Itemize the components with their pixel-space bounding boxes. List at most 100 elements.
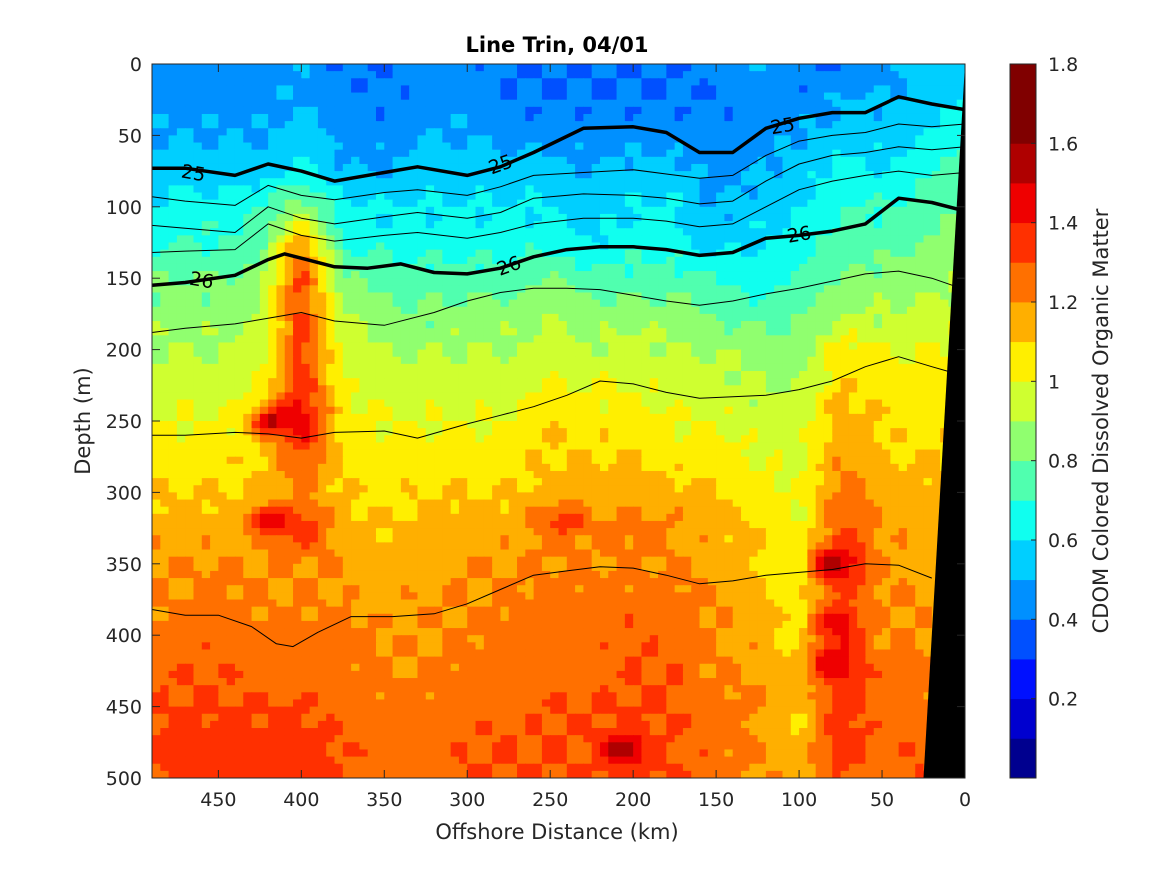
- heatmap-cell: [749, 342, 759, 351]
- heatmap-cell: [458, 306, 468, 315]
- heatmap-cell: [533, 228, 543, 236]
- heatmap-cell: [342, 149, 352, 158]
- heatmap-cell: [185, 406, 195, 415]
- heatmap-cell: [309, 335, 319, 344]
- heatmap-cell: [840, 192, 850, 201]
- heatmap-cell: [259, 313, 269, 322]
- heatmap-cell: [309, 292, 319, 301]
- heatmap-cell: [525, 349, 535, 358]
- heatmap-cell: [508, 335, 518, 344]
- heatmap-cell: [268, 278, 278, 286]
- heatmap-cell: [583, 313, 593, 322]
- heatmap-cell: [566, 228, 576, 236]
- heatmap-cell: [525, 313, 535, 322]
- heatmap-cell: [890, 213, 900, 222]
- heatmap-cell: [160, 249, 170, 258]
- heatmap-cell: [815, 313, 825, 322]
- heatmap-cell: [268, 199, 278, 208]
- heatmap-cell: [649, 413, 659, 422]
- heatmap-cell: [898, 349, 908, 358]
- heatmap-cell: [326, 242, 336, 251]
- heatmap-cell: [807, 399, 817, 408]
- heatmap-cell: [160, 228, 170, 236]
- heatmap-cell: [434, 342, 443, 351]
- heatmap-cell: [749, 306, 759, 315]
- heatmap-cell: [152, 313, 161, 322]
- heatmap-cell: [342, 92, 352, 101]
- heatmap-cell: [658, 121, 667, 129]
- heatmap-cell: [633, 142, 643, 151]
- heatmap-cell: [707, 113, 717, 122]
- heatmap-cell: [193, 192, 203, 201]
- heatmap-cell: [608, 121, 618, 129]
- heatmap-cell: [259, 64, 269, 72]
- heatmap-cell: [467, 256, 477, 265]
- heatmap-cell: [392, 128, 402, 136]
- heatmap-cell: [674, 228, 684, 236]
- heatmap-cell: [790, 342, 800, 351]
- heatmap-cell: [450, 113, 460, 122]
- heatmap-cell: [865, 156, 875, 165]
- heatmap-cell: [682, 313, 692, 322]
- heatmap-cell: [458, 185, 468, 194]
- heatmap-cell: [624, 156, 634, 165]
- heatmap-cell: [931, 285, 941, 294]
- heatmap-cell: [517, 192, 526, 201]
- heatmap-cell: [765, 292, 775, 301]
- heatmap-cell: [226, 135, 236, 144]
- heatmap-cell: [533, 235, 543, 244]
- heatmap-cell: [400, 306, 410, 315]
- heatmap-cell: [176, 149, 186, 158]
- heatmap-cell: [674, 299, 684, 308]
- heatmap-cell: [334, 235, 344, 244]
- heatmap-cell: [226, 213, 236, 222]
- heatmap-cell: [790, 85, 800, 94]
- heatmap-cell: [176, 121, 186, 129]
- heatmap-cell: [152, 192, 161, 201]
- heatmap-cell: [566, 206, 576, 215]
- heatmap-cell: [558, 328, 568, 336]
- heatmap-cell: [483, 342, 493, 351]
- heatmap-cell: [765, 106, 775, 115]
- heatmap-cell: [641, 249, 651, 258]
- heatmap-cell: [152, 64, 161, 72]
- heatmap-cell: [309, 242, 319, 251]
- heatmap-cell: [326, 385, 336, 394]
- heatmap-cell: [185, 135, 195, 144]
- heatmap-cell: [384, 271, 394, 279]
- heatmap-cell: [699, 171, 709, 179]
- heatmap-cell: [757, 335, 767, 344]
- heatmap-cell: [716, 235, 726, 244]
- heatmap-cell: [442, 135, 452, 144]
- heatmap-cell: [832, 299, 842, 308]
- heatmap-cell: [243, 328, 253, 336]
- heatmap-cell: [749, 64, 759, 72]
- heatmap-cell: [832, 92, 842, 101]
- heatmap-cell: [616, 342, 626, 351]
- heatmap-cell: [591, 199, 601, 208]
- heatmap-cell: [898, 406, 908, 415]
- heatmap-cell: [915, 356, 925, 365]
- heatmap-cell: [541, 271, 551, 279]
- heatmap-cell: [666, 221, 676, 229]
- heatmap-cell: [749, 249, 759, 258]
- heatmap-cell: [234, 321, 244, 329]
- heatmap-cell: [293, 356, 302, 365]
- heatmap-cell: [251, 278, 261, 286]
- heatmap-cell: [832, 235, 842, 244]
- heatmap-cell: [940, 406, 950, 415]
- heatmap-cell: [566, 321, 576, 329]
- heatmap-cell: [409, 271, 419, 279]
- heatmap-cell: [799, 363, 808, 372]
- heatmap-cell: [152, 156, 161, 165]
- heatmap-cell: [774, 335, 784, 344]
- heatmap-cell: [832, 178, 842, 186]
- heatmap-cell: [823, 121, 833, 129]
- heatmap-cell: [790, 363, 800, 372]
- heatmap-cell: [417, 278, 427, 286]
- heatmap-cell: [450, 121, 460, 129]
- heatmap-cell: [774, 92, 784, 101]
- heatmap-cell: [832, 242, 842, 251]
- heatmap-cell: [741, 99, 750, 108]
- heatmap-cell: [898, 292, 908, 301]
